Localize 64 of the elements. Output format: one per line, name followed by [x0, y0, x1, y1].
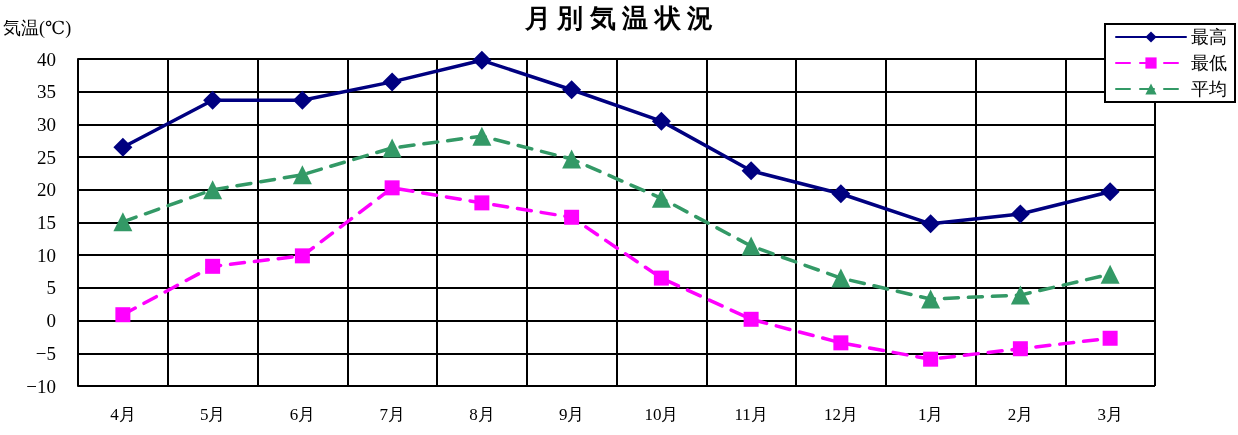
point	[1012, 341, 1028, 357]
point	[743, 311, 759, 327]
point	[562, 80, 582, 100]
point	[472, 50, 492, 70]
point	[833, 335, 849, 351]
point	[921, 289, 941, 309]
x-tick-label: 3月	[1097, 405, 1123, 424]
x-tick-label: 10月	[644, 405, 679, 424]
y-tick-label: 40	[37, 48, 56, 70]
x-tick-label: 9月	[558, 405, 585, 424]
y-tick-label: 30	[37, 113, 56, 135]
x-tick-label: 6月	[289, 405, 316, 424]
point	[921, 214, 941, 234]
y-axis-title: 気温(℃)	[3, 18, 72, 39]
y-tick-label: 25	[37, 146, 56, 168]
point	[1010, 204, 1030, 224]
point	[294, 248, 310, 264]
y-tick-label: 10	[37, 244, 56, 266]
point	[831, 268, 851, 288]
point	[741, 236, 761, 256]
point	[1102, 330, 1118, 346]
point	[651, 188, 671, 208]
point	[115, 307, 131, 323]
point	[831, 184, 851, 204]
legend-label: 最低	[1191, 53, 1227, 73]
point	[203, 180, 223, 200]
x-tick-label: 1月	[917, 405, 944, 424]
x-tick-label: 4月	[110, 405, 136, 424]
point	[203, 90, 223, 110]
point	[651, 111, 671, 131]
point	[384, 180, 400, 196]
y-tick-label: −10	[26, 375, 56, 397]
x-tick-label: 2月	[1007, 405, 1034, 424]
point	[1100, 264, 1120, 284]
y-tick-label: 35	[37, 81, 56, 103]
legend-label: 平均	[1191, 79, 1227, 99]
x-tick-label: 5月	[199, 405, 226, 424]
point	[472, 126, 492, 146]
y-tick-label: 20	[37, 179, 56, 201]
y-tick-label: 5	[46, 277, 56, 299]
point	[292, 90, 312, 110]
point	[564, 209, 580, 225]
x-tick-label: 12月	[823, 405, 858, 424]
point	[562, 149, 582, 169]
y-tick-label: 0	[46, 310, 56, 332]
point	[292, 165, 312, 185]
point	[205, 258, 221, 274]
point	[474, 195, 490, 211]
point	[1010, 285, 1030, 305]
x-tick-label: 7月	[379, 405, 405, 424]
point	[113, 137, 133, 157]
point	[923, 351, 939, 367]
point	[1100, 182, 1120, 202]
point	[382, 138, 402, 158]
x-tick-label: 8月	[469, 405, 495, 424]
point	[653, 270, 669, 286]
y-tick-label: −5	[35, 342, 56, 364]
x-tick-label: 11月	[734, 405, 768, 424]
point	[113, 212, 133, 232]
point	[382, 72, 402, 92]
legend-label: 最高	[1191, 27, 1227, 47]
chart-title: 月 別 気 温 状 況	[523, 3, 714, 33]
y-tick-label: 15	[37, 212, 56, 233]
point	[741, 161, 761, 181]
